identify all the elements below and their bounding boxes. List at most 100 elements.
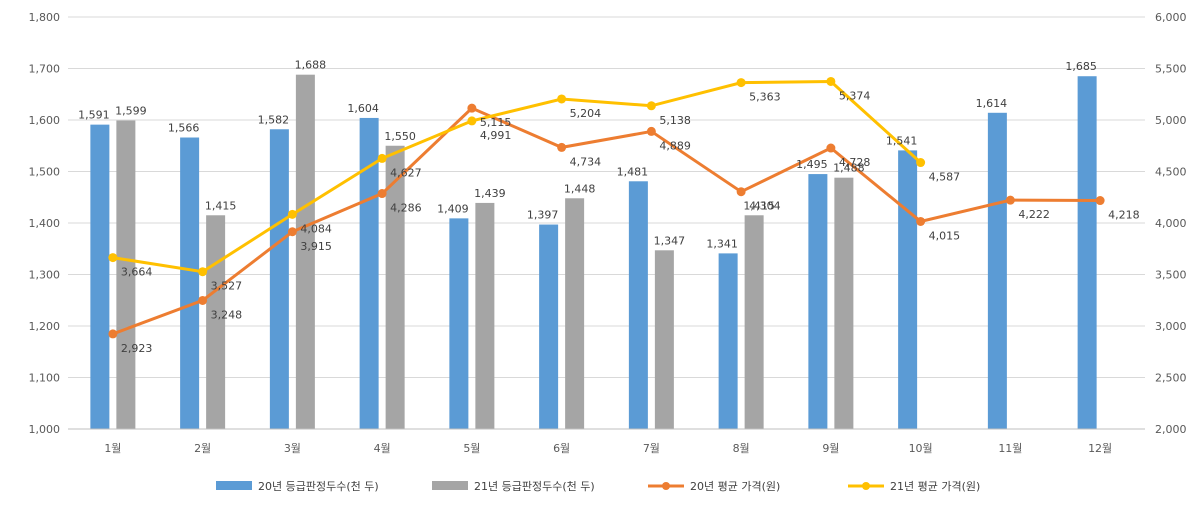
bar-data-label: 1,550 bbox=[384, 130, 416, 143]
line-point bbox=[377, 153, 387, 163]
bar-data-label: 1,347 bbox=[654, 234, 686, 247]
bar bbox=[744, 215, 764, 429]
y-left-tick-label: 1,500 bbox=[29, 166, 61, 179]
y-left-tick-label: 1,700 bbox=[29, 63, 61, 76]
bar-data-label: 1,341 bbox=[706, 237, 738, 250]
y-left-tick-label: 1,400 bbox=[29, 217, 61, 230]
series-line bbox=[112, 106, 1101, 336]
x-tick-label: 8월 bbox=[733, 442, 750, 455]
x-axis: 1월 2월 3월 4월 5월 6월 7월 8월 9월 10월 11월 12월 bbox=[68, 428, 1145, 455]
line-series bbox=[108, 76, 1105, 339]
y-left-tick-label: 1,000 bbox=[29, 423, 61, 436]
bar-data-label: 1,591 bbox=[78, 109, 110, 122]
bar bbox=[539, 224, 559, 429]
bar bbox=[385, 145, 405, 429]
gridlines bbox=[68, 16, 1145, 378]
y-right-tick-label: 2,000 bbox=[1155, 423, 1187, 436]
bar bbox=[834, 177, 854, 429]
bar-data-label: 1,599 bbox=[115, 105, 147, 118]
legend-label: 21년 평균 가격(원) bbox=[890, 480, 980, 493]
bar bbox=[359, 117, 379, 429]
line-data-label: 4,587 bbox=[929, 171, 961, 184]
y-left-tick-label: 1,300 bbox=[29, 269, 61, 282]
bar bbox=[718, 253, 738, 429]
legend-swatch bbox=[216, 481, 252, 490]
bar-data-label: 1,566 bbox=[168, 122, 200, 135]
bar-data-label: 1,685 bbox=[1065, 60, 1097, 73]
line-data-label: 5,138 bbox=[659, 114, 691, 127]
line-data-label: 4,015 bbox=[929, 229, 961, 242]
bar-data-label: 1,614 bbox=[976, 97, 1008, 110]
line-point bbox=[826, 76, 836, 86]
line-point bbox=[557, 142, 567, 152]
data-labels: 1,591 1,566 1,582 1,604 1,409 1,397 1,481 1,341… bbox=[78, 59, 1140, 355]
line-data-label: 4,304 bbox=[749, 200, 781, 213]
line-data-label: 3,664 bbox=[121, 266, 153, 279]
line-point bbox=[736, 78, 746, 88]
line-point bbox=[646, 101, 656, 111]
legend-item: 20년 평균 가격(원) bbox=[648, 480, 780, 493]
line-point bbox=[1095, 196, 1105, 206]
legend-swatch bbox=[432, 481, 468, 490]
bar bbox=[449, 218, 469, 429]
legend-label: 20년 등급판정두수(천 두) bbox=[258, 479, 379, 493]
x-tick-label: 3월 bbox=[284, 442, 301, 455]
line-data-label: 5,374 bbox=[839, 89, 871, 102]
line-data-label: 3,527 bbox=[211, 280, 243, 293]
line-data-label: 3,248 bbox=[211, 308, 243, 321]
bar bbox=[808, 174, 828, 429]
bar bbox=[898, 150, 918, 429]
y-axis-left: 1,000 1,100 1,200 1,300 1,400 1,500 1,600 1,700… bbox=[29, 11, 61, 436]
x-tick-label: 2월 bbox=[194, 442, 211, 455]
bar-series bbox=[90, 74, 1097, 430]
x-tick-label: 10월 bbox=[909, 442, 933, 455]
line-point bbox=[826, 143, 836, 153]
line-point bbox=[377, 189, 387, 199]
y-axis-right: 2,000 2,500 3,000 3,500 4,000 4,500 5,000 5,500… bbox=[1155, 11, 1187, 436]
line-data-label: 4,728 bbox=[839, 156, 871, 169]
legend: 20년 등급판정두수(천 두) 21년 등급판정두수(천 두) 20년 평균 가격(… bbox=[216, 479, 980, 493]
y-right-tick-label: 3,000 bbox=[1155, 320, 1187, 333]
line-data-label: 4,734 bbox=[570, 155, 602, 168]
bar bbox=[269, 129, 289, 429]
y-right-tick-label: 5,000 bbox=[1155, 114, 1187, 127]
y-left-tick-label: 1,100 bbox=[29, 372, 61, 385]
line-data-label: 5,115 bbox=[480, 116, 512, 129]
x-tick-label: 6월 bbox=[553, 442, 570, 455]
bar-data-label: 1,604 bbox=[347, 102, 379, 115]
y-right-tick-label: 2,500 bbox=[1155, 372, 1187, 385]
bar bbox=[90, 124, 110, 429]
bar bbox=[180, 137, 200, 429]
bar bbox=[987, 112, 1007, 429]
bar-data-label: 1,397 bbox=[527, 209, 559, 222]
bar bbox=[475, 202, 495, 429]
y-right-tick-label: 4,500 bbox=[1155, 166, 1187, 179]
bar-data-label: 1,415 bbox=[205, 199, 237, 212]
line-data-label: 4,218 bbox=[1108, 209, 1140, 222]
legend-label: 20년 평균 가격(원) bbox=[690, 480, 780, 493]
line-point bbox=[1005, 195, 1015, 205]
bar-data-label: 1,688 bbox=[295, 59, 327, 72]
line-point bbox=[287, 209, 297, 219]
bar-data-label: 1,582 bbox=[258, 113, 290, 126]
legend-item: 20년 등급판정두수(천 두) bbox=[216, 479, 379, 493]
line-point bbox=[646, 126, 656, 136]
y-left-tick-label: 1,200 bbox=[29, 320, 61, 333]
bar bbox=[206, 215, 226, 429]
bar bbox=[565, 198, 585, 429]
y-right-tick-label: 5,500 bbox=[1155, 63, 1187, 76]
bar-data-label: 1,488 bbox=[833, 162, 865, 175]
bar-data-label: 1,415 bbox=[743, 199, 775, 212]
line-point bbox=[467, 116, 477, 126]
x-tick-label: 11월 bbox=[998, 442, 1022, 455]
line-data-label: 4,991 bbox=[480, 129, 512, 142]
legend-marker bbox=[862, 482, 870, 490]
bar bbox=[654, 250, 674, 429]
line-point bbox=[108, 253, 118, 263]
line-point bbox=[736, 187, 746, 197]
y-right-tick-label: 3,500 bbox=[1155, 269, 1187, 282]
bar bbox=[1077, 76, 1097, 429]
line-point bbox=[916, 158, 926, 168]
